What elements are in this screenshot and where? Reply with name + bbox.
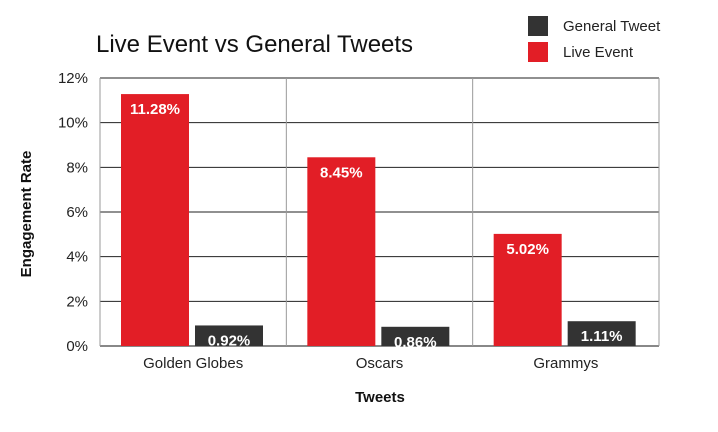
y-tick-label: 8% [66, 159, 88, 176]
data-label: 1.11% [581, 328, 623, 345]
bar [567, 321, 636, 346]
y-tick-label: 12% [58, 70, 88, 87]
data-label: 0.86% [394, 334, 437, 351]
x-tick-label: Grammys [533, 355, 598, 372]
x-axis-title: Tweets [355, 389, 405, 406]
data-label: 0.92% [208, 332, 251, 349]
legend-swatch [528, 42, 548, 62]
y-tick-label: 0% [66, 338, 88, 355]
y-tick-label: 10% [58, 115, 88, 132]
x-tick-label: Golden Globes [143, 355, 243, 372]
y-tick-label: 6% [66, 204, 88, 221]
bar [307, 157, 376, 346]
legend-label: General Tweet [563, 18, 661, 35]
data-label: 5.02% [506, 241, 549, 258]
chart-title: Live Event vs General Tweets [96, 31, 413, 58]
legend-swatch [528, 16, 548, 36]
plot-area: 0% 2% 4% 6% 8% 10% 12% 11.28% 0.92% Golden Globes… [58, 70, 660, 372]
bar [121, 94, 189, 346]
bar [381, 326, 450, 346]
legend-label: Live Event [563, 44, 634, 61]
x-tick-label: Oscars [356, 355, 404, 372]
y-tick-label: 2% [66, 293, 88, 310]
bar [493, 233, 562, 346]
y-axis-title: Engagement Rate [18, 151, 35, 278]
bar [195, 325, 263, 346]
y-tick-label: 4% [66, 249, 88, 266]
data-label: 8.45% [320, 164, 363, 181]
legend: General Tweet Live Event [528, 16, 661, 62]
data-label: 11.28% [130, 101, 180, 118]
